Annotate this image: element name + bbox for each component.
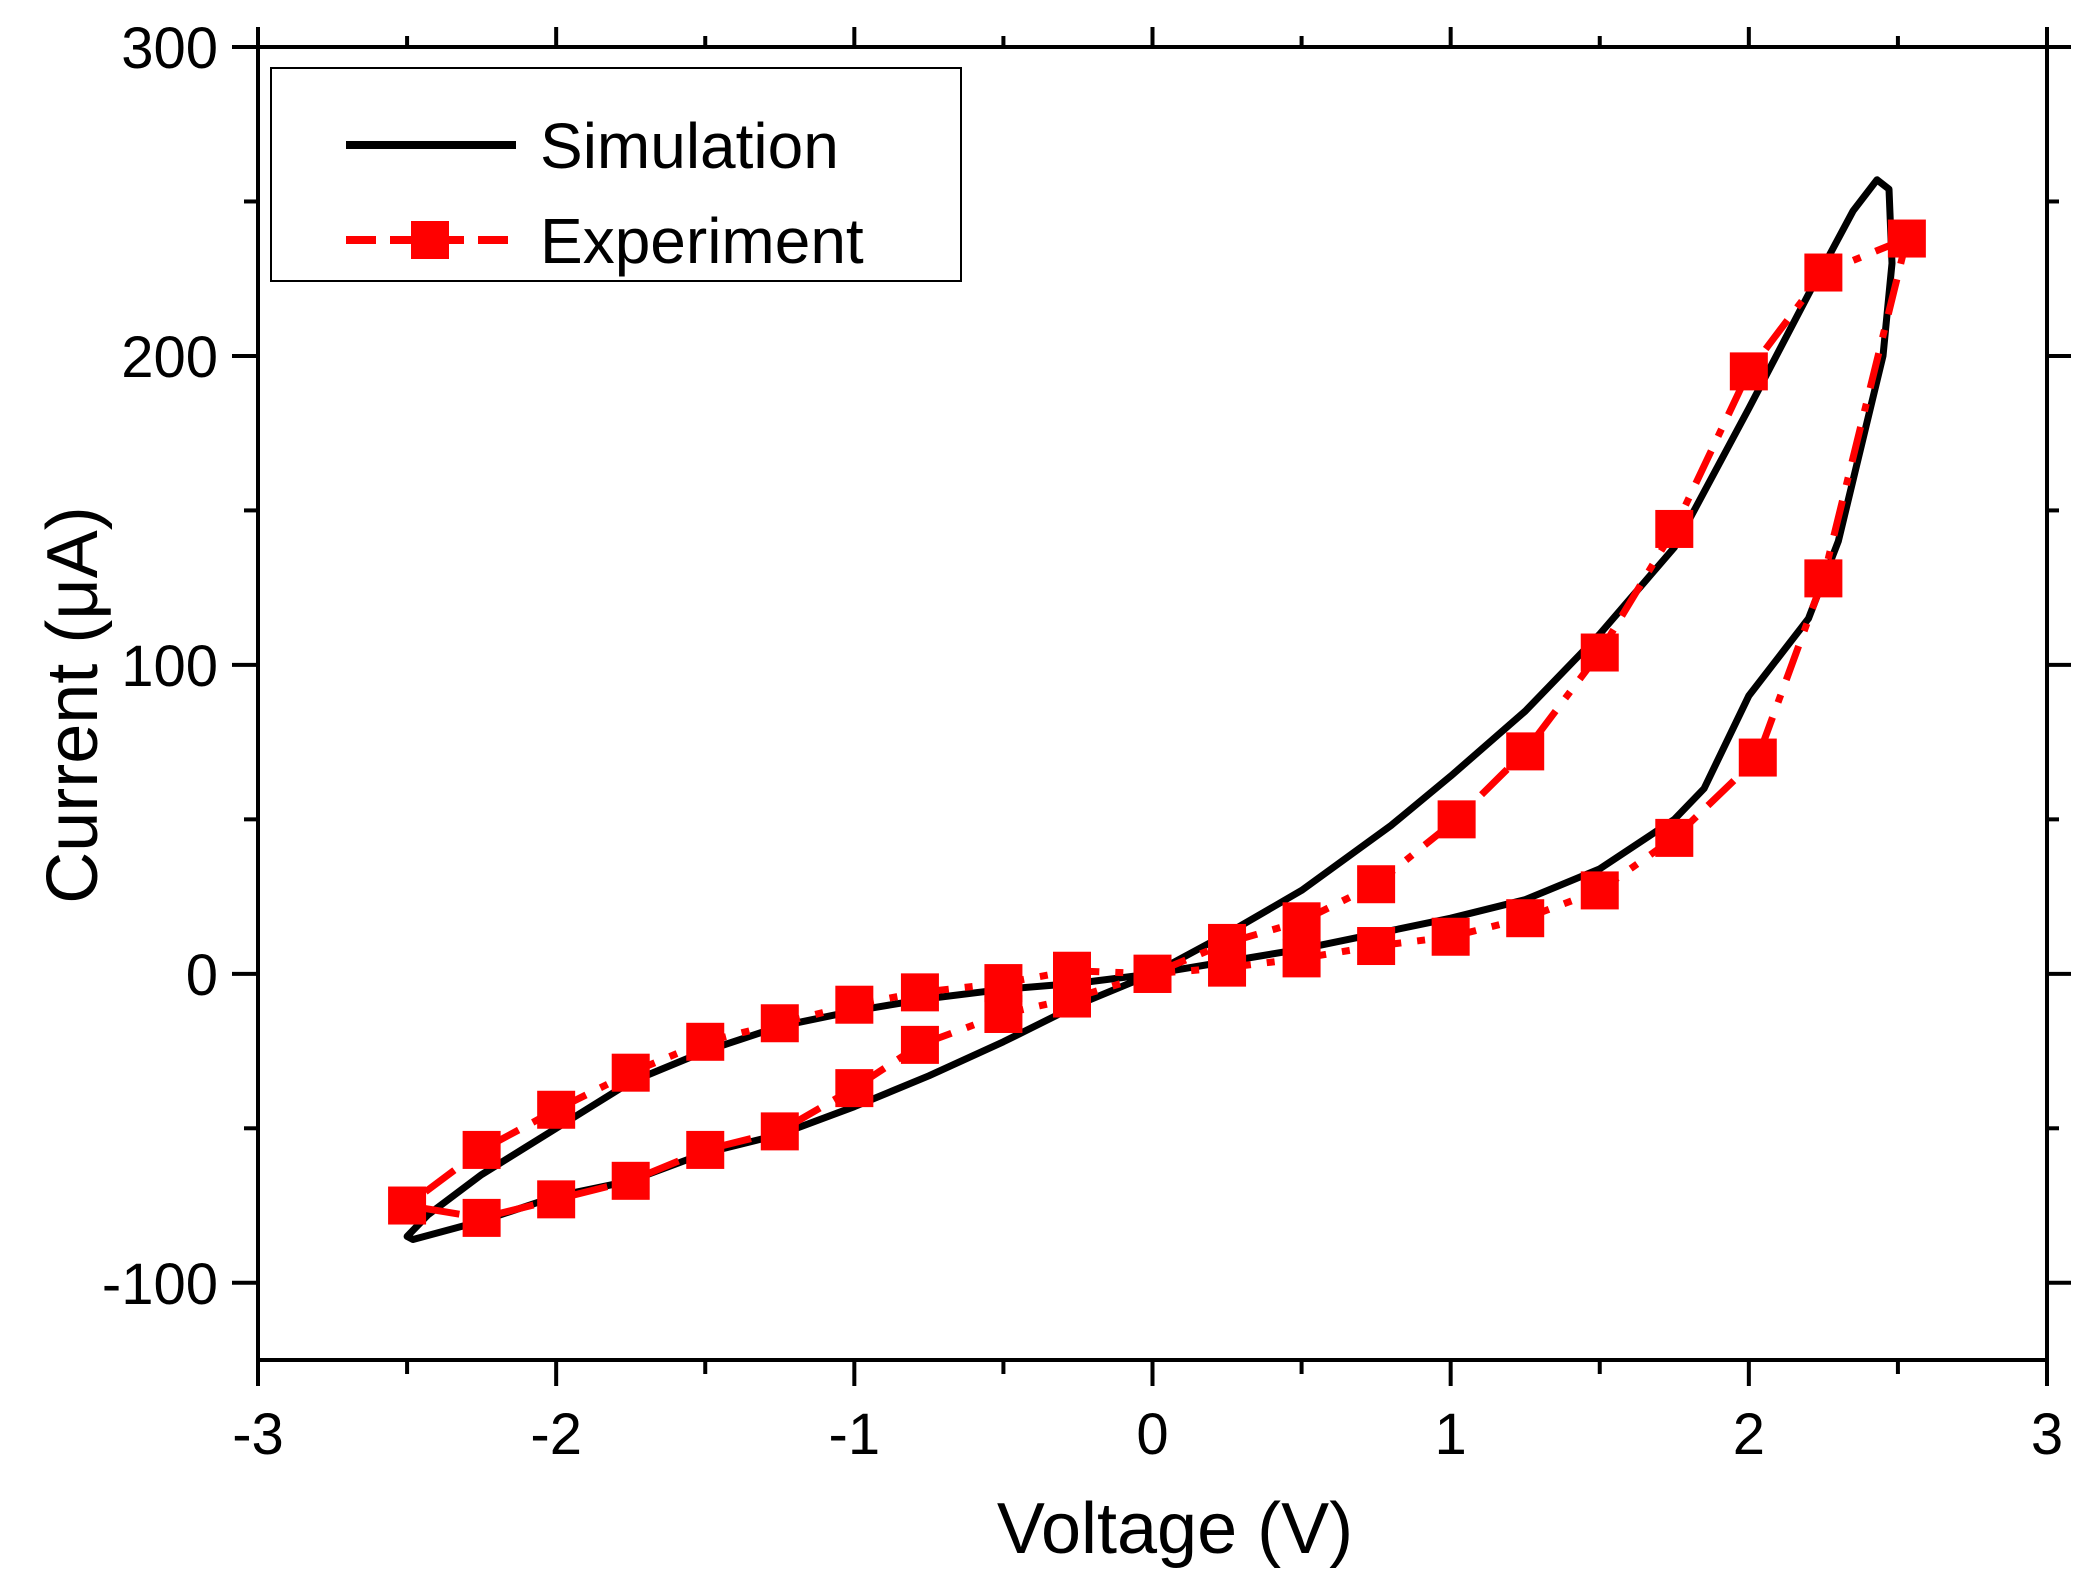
experiment-point	[1282, 939, 1321, 978]
series-layer	[388, 176, 1926, 1243]
x-tick-label: -1	[829, 1402, 881, 1467]
experiment-point	[1357, 927, 1396, 966]
y-tick-label: 0	[186, 943, 218, 1008]
experiment-point	[1804, 253, 1843, 292]
experiment-point	[1655, 509, 1694, 548]
experiment-point	[760, 1112, 799, 1151]
experiment-point	[686, 1022, 725, 1061]
experiment-point	[1580, 871, 1619, 910]
experiment-point	[537, 1180, 576, 1219]
experiment-point	[1052, 979, 1091, 1018]
experiment-point	[1357, 865, 1396, 904]
legend-experiment-marker	[411, 221, 449, 259]
experiment-point	[1282, 902, 1321, 941]
x-tick-label: 1	[1435, 1402, 1467, 1467]
x-tick-label: 0	[1136, 1402, 1168, 1467]
experiment-point	[900, 1025, 939, 1064]
experiment-point	[1580, 633, 1619, 672]
experiment-point	[1729, 352, 1768, 391]
experiment-point	[537, 1090, 576, 1129]
experiment-point	[686, 1130, 725, 1169]
legend-experiment-label: Experiment	[540, 205, 864, 277]
experiment-point	[760, 1004, 799, 1043]
experiment-point	[1506, 732, 1545, 771]
experiment-point	[1437, 800, 1476, 839]
experiment-point	[611, 1161, 650, 1200]
tick-layer: -3 -2 -1 0 1 2 3 -100 0 100 200 300	[102, 16, 2071, 1467]
experiment-point	[1506, 899, 1545, 938]
experiment-point	[1804, 559, 1843, 598]
legend-simulation-label: Simulation	[540, 110, 839, 182]
y-tick-label: 200	[121, 325, 218, 390]
x-tick-label: 3	[2031, 1402, 2063, 1467]
experiment-point	[1431, 917, 1470, 956]
experiment-point	[835, 1069, 874, 1108]
x-tick-label: -3	[232, 1402, 284, 1467]
x-tick-label: -2	[530, 1402, 582, 1467]
experiment-point	[611, 1053, 650, 1092]
experiment-point	[1208, 948, 1247, 987]
experiment-point	[1655, 818, 1694, 857]
x-axis-title: Voltage (V)	[997, 1489, 1353, 1569]
experiment-point	[388, 1186, 427, 1225]
legend: Simulation Experiment	[270, 67, 962, 282]
experiment-point	[984, 994, 1023, 1033]
y-tick-label: -100	[102, 1252, 218, 1317]
y-axis-title: Current (μA)	[33, 506, 113, 904]
experiment-point	[1887, 219, 1926, 258]
experiment-point	[462, 1130, 501, 1169]
x-tick-label: 2	[1733, 1402, 1765, 1467]
y-tick-label: 300	[121, 16, 218, 81]
experiment-point	[1133, 954, 1172, 993]
experiment-point	[462, 1198, 501, 1237]
y-tick-label: 100	[121, 634, 218, 699]
legend-box	[270, 67, 962, 282]
experiment-point	[835, 985, 874, 1024]
experiment-point	[1738, 738, 1777, 777]
experiment-point	[900, 973, 939, 1012]
